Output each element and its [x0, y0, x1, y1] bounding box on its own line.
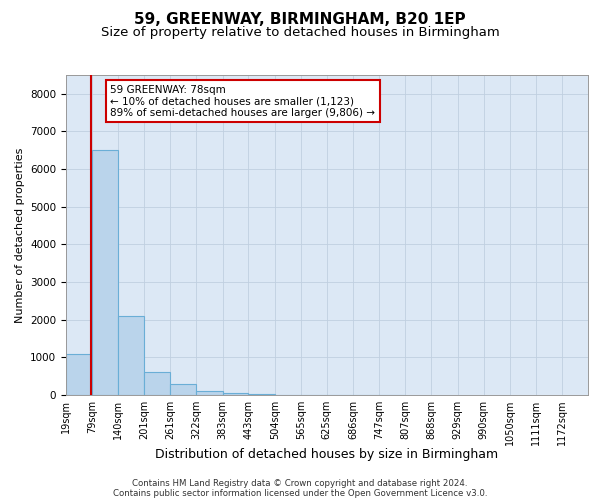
Bar — [66, 354, 92, 395]
Text: 59, GREENWAY, BIRMINGHAM, B20 1EP: 59, GREENWAY, BIRMINGHAM, B20 1EP — [134, 12, 466, 28]
Text: 59 GREENWAY: 78sqm
← 10% of detached houses are smaller (1,123)
89% of semi-deta: 59 GREENWAY: 78sqm ← 10% of detached hou… — [110, 84, 376, 118]
Text: Contains public sector information licensed under the Open Government Licence v3: Contains public sector information licen… — [113, 490, 487, 498]
Bar — [145, 372, 170, 395]
Y-axis label: Number of detached properties: Number of detached properties — [14, 148, 25, 322]
Bar — [196, 391, 223, 395]
Text: Contains HM Land Registry data © Crown copyright and database right 2024.: Contains HM Land Registry data © Crown c… — [132, 480, 468, 488]
Bar — [92, 150, 118, 395]
Bar — [223, 392, 248, 395]
Text: Size of property relative to detached houses in Birmingham: Size of property relative to detached ho… — [101, 26, 499, 39]
Bar — [118, 316, 145, 395]
X-axis label: Distribution of detached houses by size in Birmingham: Distribution of detached houses by size … — [155, 448, 499, 461]
Bar — [248, 394, 275, 395]
Bar — [170, 384, 196, 395]
